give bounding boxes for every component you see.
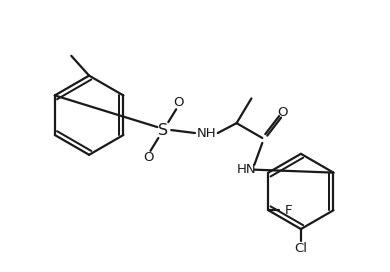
Text: F: F bbox=[284, 204, 292, 217]
Text: Cl: Cl bbox=[294, 242, 307, 255]
Text: HN: HN bbox=[237, 163, 256, 176]
Text: NH: NH bbox=[197, 126, 217, 140]
Text: O: O bbox=[277, 106, 287, 119]
Text: O: O bbox=[173, 96, 183, 109]
Text: O: O bbox=[143, 151, 154, 164]
Text: S: S bbox=[158, 123, 168, 138]
